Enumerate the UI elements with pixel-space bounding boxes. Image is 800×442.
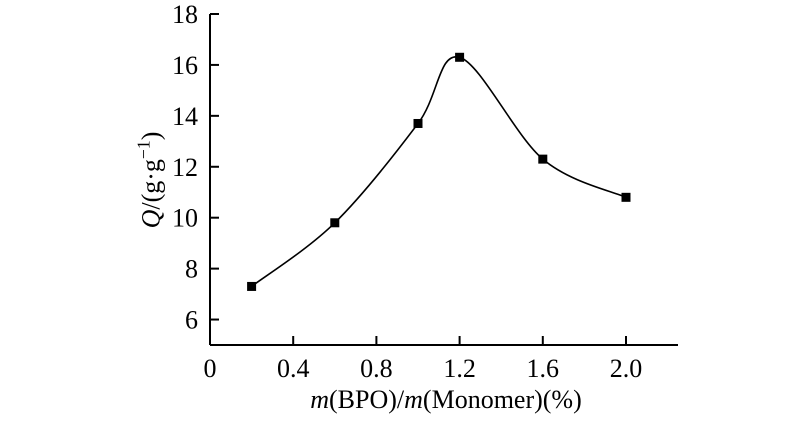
data-point-marker	[538, 154, 548, 164]
y-tick-label: 12	[172, 153, 198, 182]
data-point-marker	[413, 118, 423, 128]
axis-label-part: )	[136, 131, 166, 141]
y-tick-label: 14	[172, 102, 198, 131]
y-tick-label: 8	[185, 255, 198, 284]
x-tick-label: 0.4	[277, 354, 310, 383]
x-tick-label: 1.6	[527, 354, 560, 383]
axis-label-part: (BPO)/	[329, 385, 405, 414]
axis-label-part: Q	[136, 209, 166, 229]
axis-label-part: (Monomer)(%)	[422, 385, 582, 414]
data-point-marker	[330, 218, 340, 228]
y-tick-label: 6	[185, 306, 198, 335]
data-point-marker	[247, 281, 257, 291]
y-axis-label: Q/(g·g−1)	[134, 132, 167, 229]
axis-label-part: m	[404, 385, 423, 414]
x-tick-label: 0.8	[360, 354, 393, 383]
x-tick-label: 1.2	[443, 354, 476, 383]
axis-label-part: /(g·g	[136, 159, 166, 210]
x-tick-label: 2.0	[610, 354, 643, 383]
y-tick-label: 10	[172, 204, 198, 233]
axis-label-part: m	[310, 385, 330, 414]
x-tick-label: 0	[204, 354, 217, 383]
data-curve	[251, 56, 627, 288]
x-axis-label: m(BPO)/m(Monomer)(%)	[310, 385, 582, 415]
axis-label-part: −1	[133, 140, 154, 160]
data-point-marker	[621, 192, 631, 202]
y-tick-label: 16	[172, 51, 198, 80]
data-point-marker	[455, 52, 465, 62]
y-tick-label: 18	[172, 0, 198, 29]
